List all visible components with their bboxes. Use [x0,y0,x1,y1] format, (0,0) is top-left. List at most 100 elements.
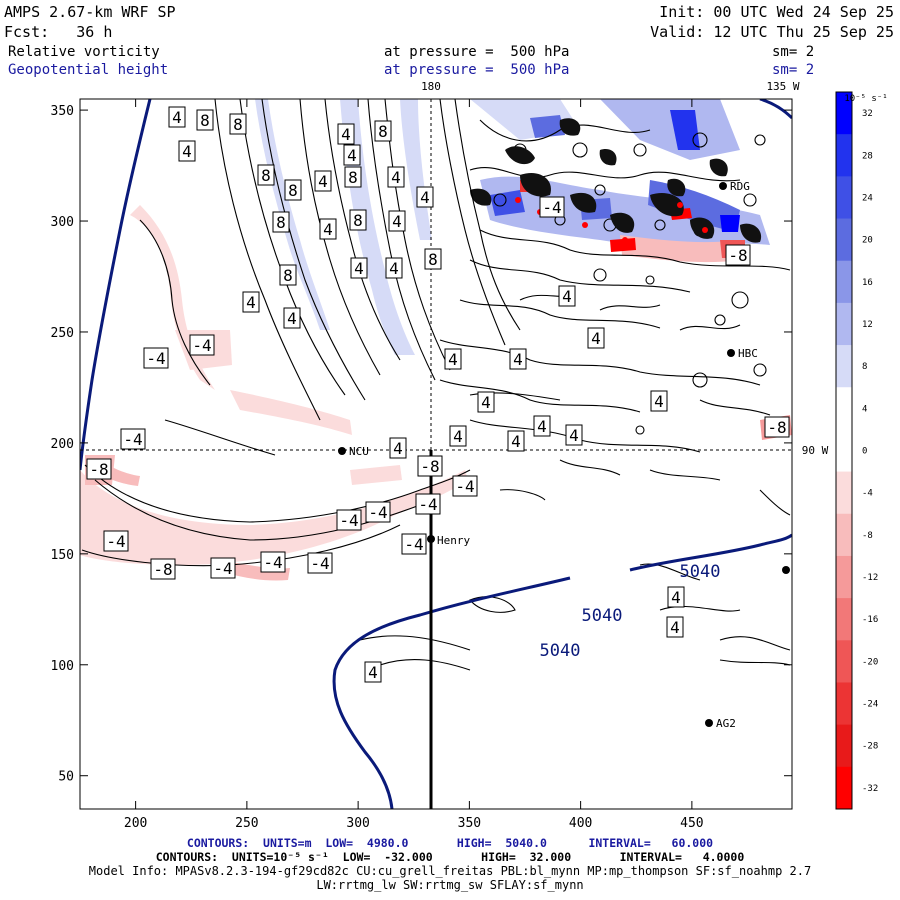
footer-height-contours: CONTOURS: UNITS=m LOW= 4980.0 HIGH= 5040… [186,836,714,850]
vorticity-label: 4 [354,259,364,278]
field2-pressure: at pressure = 500 hPa [384,62,570,78]
station-ncu-marker [338,447,346,455]
field1-smoothing: sm= 2 [772,44,815,60]
colorbar-swatch [836,682,852,726]
vorticity-label: 4 [448,350,458,369]
vorticity-label-box [374,120,392,142]
station-henry-label: Henry [437,534,470,547]
vorticity-label-box [337,123,355,145]
vorticity-label-box [415,493,441,515]
vorticity-label-box [319,218,337,240]
x-tick-label: 250 [235,816,258,831]
vorticity-label-box [336,509,362,531]
vorticity-label: 4 [670,618,680,637]
vorticity-label-box [666,616,684,638]
footer-model-info-2: LW:rrtmg_lw SW:rrtmg_sw SFLAY:sf_mynn [316,878,584,892]
vorticity-label-box [424,248,442,270]
axes: 200 250 300 350 400 450 50 100 150 200 250 300 350 [51,99,792,831]
plot-fields [80,99,792,809]
vorticity-label-box [257,164,275,186]
vorticity-label-box [477,391,495,413]
field1-name: Relative vorticity [8,44,160,60]
x-tick-label: 400 [569,816,592,831]
vorticity-label-box [565,424,583,446]
vorticity-label-box [349,209,367,231]
vorticity-label-box [196,109,214,131]
colorbar-label: 24 [862,193,873,203]
vorticity-label: 4 [287,309,297,328]
vorticity-label-box [416,186,434,208]
vorticity-label: -8 [89,460,108,479]
colorbar-swatch [836,640,852,683]
vorticity-label-box [314,170,332,192]
vorticity-label: -4 [542,198,561,217]
vorticity-label: -4 [123,430,142,449]
lon-label-90w: 90 W [802,444,829,457]
colorbar-label: 16 [862,278,873,288]
vorticity-label: 4 [368,663,378,682]
colorbar-swatch [836,724,852,768]
vorticity-label-box [452,475,478,497]
vorticity-label: -8 [153,560,172,579]
vorticity-label-box [120,428,146,450]
colorbar-swatch [836,471,852,515]
vorticity-label: 4 [537,417,547,436]
vorticity-label-box [364,661,382,683]
vorticity-label-box [650,390,668,412]
vorticity-label: 8 [261,166,271,185]
vorticity-label-box [283,307,301,329]
vorticity-label-box [150,558,176,580]
vorticity-label: 4 [513,350,523,369]
vorticity-label: 4 [591,329,601,348]
vorticity-labels: 4 8 84 84 488 4 8 448 4 8 48 4 4 84-4-4-4-8-4-4 -4-4-4… [86,106,790,683]
vorticity-label: 4 [569,426,579,445]
vorticity-label-box [539,196,565,218]
vorticity-label-box [178,140,196,162]
colorbar-label: -12 [862,573,878,583]
station-henry-marker [427,535,435,543]
vorticity-label: -4 [339,511,358,530]
colorbar: 32 28 24 20 16 12 8 4 0 -4 -8 -12 -16 -20 -24 -28 -32 [835,91,878,810]
vorticity-label: 4 [391,168,401,187]
station-ag2-marker [705,719,713,727]
vorticity-label-box [260,551,286,573]
vorticity-label: -4 [455,477,474,496]
vorticity-label: 4 [182,142,192,161]
colorbar-label: 28 [862,151,873,161]
vorticity-label-box [507,430,525,452]
colorbar-swatch [836,218,852,262]
colorbar-label: 32 [862,109,873,119]
vorticity-label-box [168,106,186,128]
height-label: 5040 [582,606,623,626]
vorticity-label-box [279,264,297,286]
x-tick-label: 200 [124,816,147,831]
colorbar-swatch [836,513,852,557]
vorticity-label: 4 [172,108,182,127]
station-ag2-label: AG2 [716,717,736,730]
y-tick-label: 300 [51,215,74,230]
vorticity-label: 4 [318,172,328,191]
y-tick-label: 250 [51,326,74,341]
station-hbc-marker [727,349,735,357]
vorticity-label: 4 [453,427,463,446]
vorticity-label-box [210,557,236,579]
colorbar-swatch [836,176,852,220]
x-tick-label: 300 [346,816,369,831]
vorticity-label-box [229,113,247,135]
vorticity-label-box [350,257,368,279]
vorticity-label: 4 [481,393,491,412]
vorticity-label-box [667,586,685,608]
footer-model-info: Model Info: MPASv8.2.3-194-gf29cd82c CU:… [88,864,812,878]
vorticity-label: 8 [288,181,298,200]
colorbar-swatch [836,555,852,599]
vorticity-label: -4 [404,535,423,554]
vorticity-label-box [444,348,462,370]
vorticity-label-box [725,244,751,266]
field2-name: Geopotential height [8,62,169,78]
vorticity-label-box [143,347,169,369]
y-tick-label: 50 [58,770,74,785]
vorticity-label: -8 [420,457,439,476]
vorticity-label: 4 [323,220,333,239]
colorbar-swatch [836,345,852,388]
vorticity-label-box [587,327,605,349]
